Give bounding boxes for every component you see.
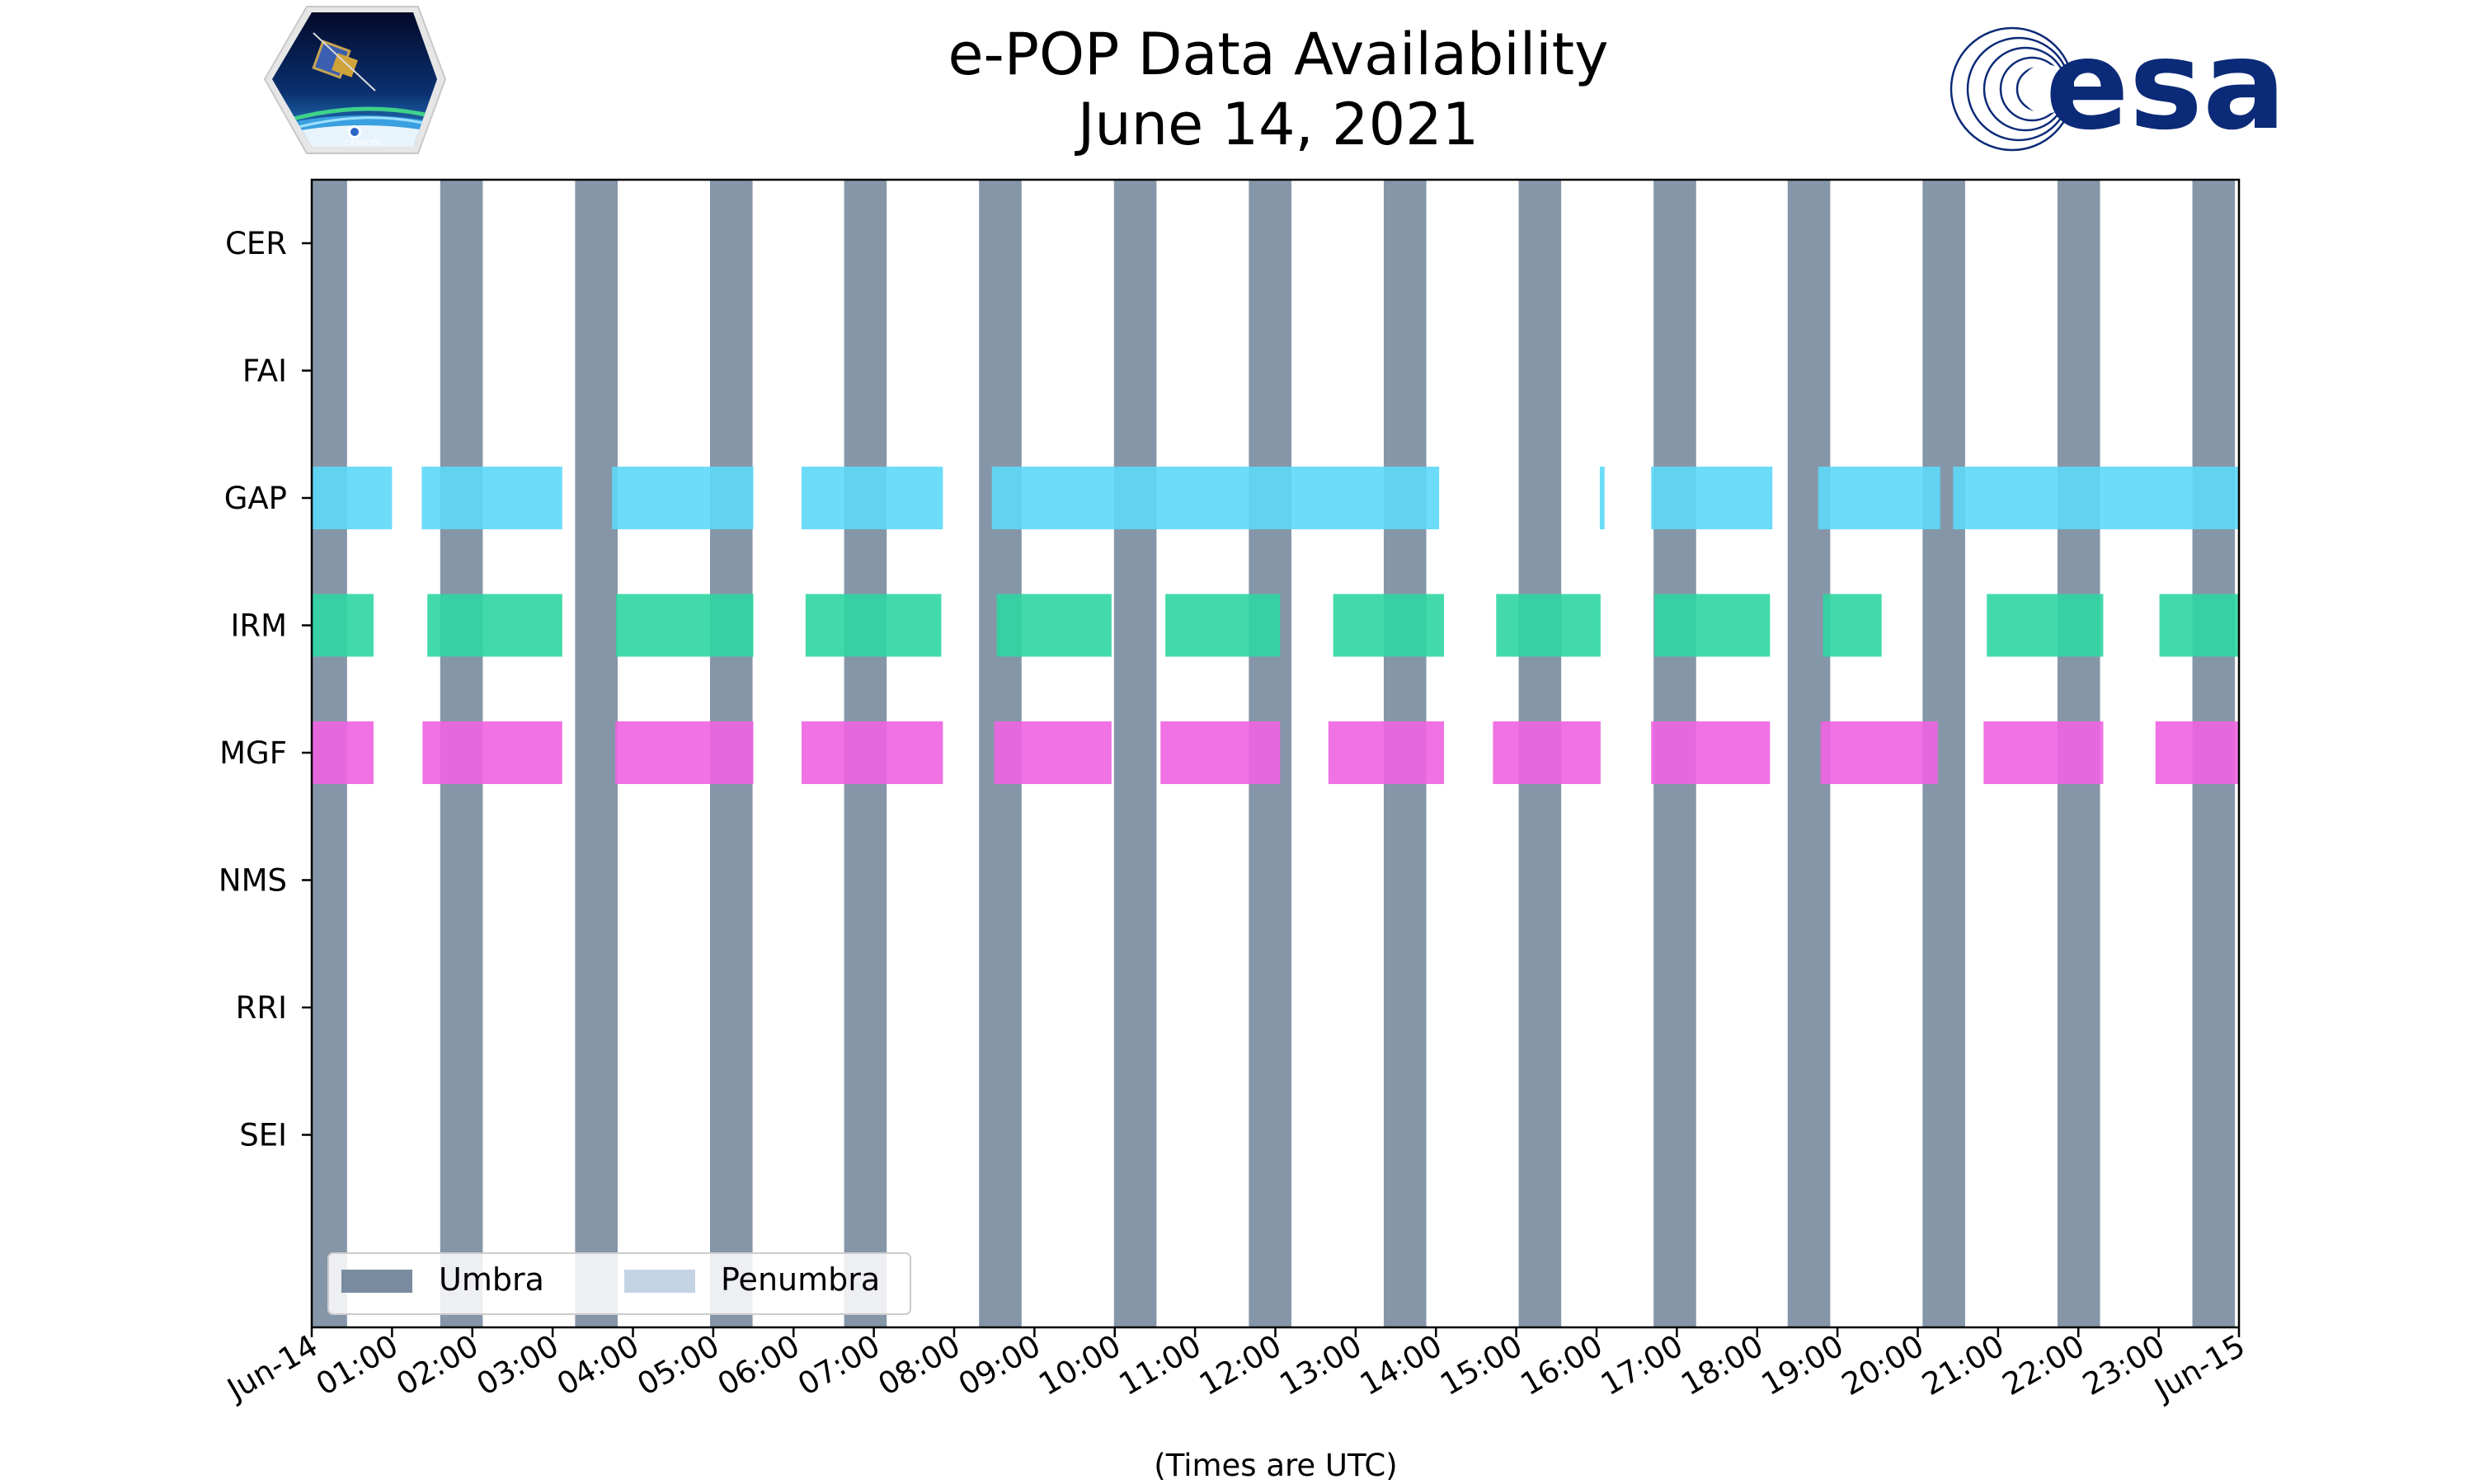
y-tick-label: FAI xyxy=(242,354,287,389)
esa-logo-text: esa xyxy=(2045,14,2286,157)
availability-bar-irm xyxy=(1823,594,1882,657)
x-tick-label: 22:00 xyxy=(1997,1328,2091,1403)
x-tick-label: 01:00 xyxy=(310,1328,404,1403)
availability-bar-mgf xyxy=(1820,721,1938,784)
availability-bar-irm xyxy=(1333,594,1444,657)
availability-bar-irm xyxy=(427,594,562,657)
legend: Umbra Penumbra xyxy=(327,1252,911,1315)
x-tick-label: Jun-15 xyxy=(2147,1328,2251,1408)
y-tick-label: MGF xyxy=(219,735,287,771)
x-tick-label: 19:00 xyxy=(1756,1328,1850,1403)
x-tick-label: 13:00 xyxy=(1274,1328,1368,1403)
x-tick-label: 04:00 xyxy=(551,1328,645,1403)
availability-bar-mgf xyxy=(1328,721,1444,784)
x-tick-label: 08:00 xyxy=(872,1328,967,1403)
y-tick-label: CER xyxy=(225,226,287,261)
availability-bar-gap xyxy=(991,467,1440,529)
availability-bar-mgf xyxy=(2155,721,2239,784)
esa-logo: esa xyxy=(1950,14,2286,157)
availability-bar-irm xyxy=(1654,594,1771,657)
x-tick-label: 02:00 xyxy=(390,1328,484,1403)
umbra-band xyxy=(575,180,618,1327)
availability-bar-mgf xyxy=(1160,721,1281,784)
availability-bar-mgf xyxy=(1651,721,1771,784)
availability-bar-irm xyxy=(616,594,754,657)
legend-penumbra-label: Penumbra xyxy=(721,1261,880,1298)
availability-bar-gap xyxy=(1651,467,1773,529)
availability-bar-irm xyxy=(312,594,374,657)
availability-bar-irm xyxy=(1987,594,2104,657)
availability-bar-irm xyxy=(996,594,1112,657)
x-tick-label: 16:00 xyxy=(1515,1328,1609,1403)
x-axis-label: (Times are UTC) xyxy=(1154,1448,1397,1483)
availability-bar-irm xyxy=(805,594,942,657)
availability-bar-irm xyxy=(2159,594,2239,657)
x-tick-label: 05:00 xyxy=(632,1328,726,1403)
x-tick-label: 17:00 xyxy=(1595,1328,1689,1403)
availability-bar-gap xyxy=(421,467,562,529)
y-tick-label: NMS xyxy=(219,863,287,899)
x-tick-label: 11:00 xyxy=(1113,1328,1207,1403)
availability-bar-gap xyxy=(1818,467,1940,529)
availability-bar-mgf xyxy=(994,721,1112,784)
availability-bars xyxy=(312,467,2239,784)
availability-bar-gap xyxy=(612,467,754,529)
availability-bar-mgf xyxy=(801,721,943,784)
chart-title: e-POP Data Availability xyxy=(948,21,1608,88)
x-tick-label: 10:00 xyxy=(1032,1328,1126,1403)
y-tick-label: IRM xyxy=(230,608,287,644)
availability-bar-mgf xyxy=(1493,721,1601,784)
x-tick-label: 14:00 xyxy=(1354,1328,1448,1403)
availability-bar-gap xyxy=(1953,467,2239,529)
legend-umbra-swatch xyxy=(341,1270,412,1293)
legend-umbra-label: Umbra xyxy=(439,1261,544,1298)
availability-bar-mgf xyxy=(1983,721,2104,784)
chart-subtitle: June 14, 2021 xyxy=(1075,91,1479,158)
availability-bar-mgf xyxy=(312,721,374,784)
x-tick-label: Jun-14 xyxy=(220,1328,324,1408)
y-tick-label: GAP xyxy=(224,481,287,516)
availability-bar-gap xyxy=(312,467,393,529)
x-tick-label: 09:00 xyxy=(952,1328,1047,1403)
y-axis: CER FAI GAP IRM MGF NMS RRI SEI xyxy=(219,226,312,1153)
availability-bar-gap xyxy=(1599,467,1605,529)
y-tick-label: SEI xyxy=(239,1118,287,1153)
x-tick-label: 20:00 xyxy=(1836,1328,1930,1403)
availability-bar-mgf xyxy=(615,721,754,784)
legend-penumbra-swatch xyxy=(624,1270,695,1293)
x-tick-label: 07:00 xyxy=(792,1328,886,1403)
umbra-band xyxy=(1113,180,1157,1327)
x-tick-label: 06:00 xyxy=(712,1328,806,1403)
x-tick-label: 18:00 xyxy=(1675,1328,1769,1403)
x-axis: Jun-1401:0002:0003:0004:0005:0006:0007:0… xyxy=(220,1327,2251,1408)
availability-bar-mgf xyxy=(422,721,562,784)
x-tick-label: 21:00 xyxy=(1917,1328,2011,1403)
y-tick-label: RRI xyxy=(236,990,287,1026)
availability-bar-irm xyxy=(1496,594,1601,657)
x-tick-label: 15:00 xyxy=(1434,1328,1528,1403)
availability-bar-gap xyxy=(801,467,943,529)
x-tick-label: 03:00 xyxy=(471,1328,565,1403)
legend-box xyxy=(327,1252,911,1315)
availability-bar-irm xyxy=(1165,594,1281,657)
x-tick-label: 12:00 xyxy=(1193,1328,1287,1403)
cassiope-logo-text: CASSIOPE xyxy=(345,139,382,148)
